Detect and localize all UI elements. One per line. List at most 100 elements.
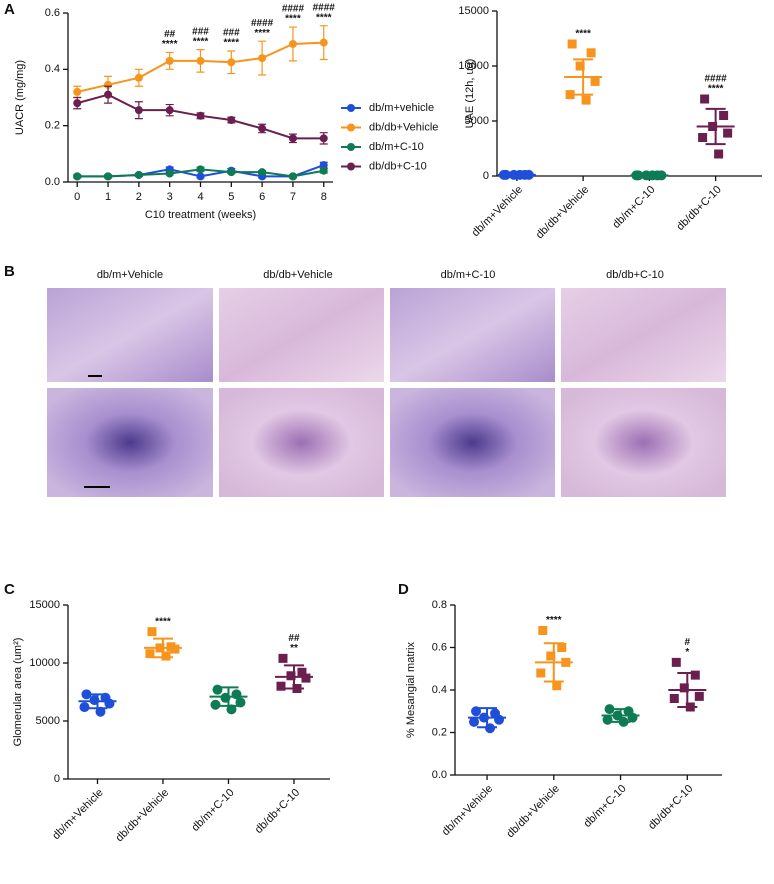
legend-swatch xyxy=(347,143,355,151)
sd-bar xyxy=(610,708,631,723)
annotation: **** xyxy=(285,14,301,25)
point xyxy=(319,134,328,143)
annotation: #### xyxy=(251,18,274,29)
point xyxy=(546,651,556,661)
point xyxy=(104,90,113,99)
x-tick-label: 2 xyxy=(136,191,142,203)
x-tick-label: db/db+Vehicle xyxy=(504,783,562,841)
x-tick-label: 5 xyxy=(228,191,234,203)
x-tick-label: db/m+C-10 xyxy=(189,787,236,834)
point xyxy=(698,133,708,142)
point xyxy=(538,626,548,635)
x-tick-label: db/db+Vehicle xyxy=(534,184,592,242)
point xyxy=(286,671,296,681)
sd-bar xyxy=(218,686,239,707)
y-tick-label: 5000 xyxy=(465,115,489,127)
point xyxy=(165,169,174,178)
point xyxy=(196,165,205,174)
point xyxy=(604,704,615,715)
x-tick-label: db/db+C-10 xyxy=(674,184,723,233)
y-tick-label: 15000 xyxy=(29,599,60,611)
legend-swatch xyxy=(347,162,355,171)
column-title: db/m+Vehicle xyxy=(97,269,163,281)
y-tick-label: 0.4 xyxy=(45,63,60,75)
annotation: # xyxy=(685,637,691,648)
point xyxy=(165,56,174,65)
panel-letter: D xyxy=(398,581,409,598)
point xyxy=(586,48,596,58)
y-tick-label: 0.4 xyxy=(432,684,447,696)
annotation: **** xyxy=(224,38,240,49)
x-tick-label: db/m+C-10 xyxy=(582,783,629,830)
point xyxy=(73,172,82,181)
y-tick-label: 10000 xyxy=(29,657,60,669)
y-tick-label: 5000 xyxy=(36,715,60,727)
point xyxy=(567,39,577,49)
annotation: **** xyxy=(155,616,171,627)
sd-bar xyxy=(705,107,726,146)
column-title: db/db+Vehicle xyxy=(263,269,332,281)
image xyxy=(561,288,726,382)
x-tick-label: db/db+Vehicle xyxy=(114,787,172,845)
x-tick-label: db/m+C-10 xyxy=(610,184,657,231)
point xyxy=(669,694,679,703)
point xyxy=(145,649,155,659)
y-tick-label: 0 xyxy=(54,773,60,785)
point xyxy=(210,699,221,710)
image xyxy=(561,388,726,497)
point xyxy=(288,134,297,143)
y-axis-label: Glomerular area (um²) xyxy=(12,638,24,747)
point xyxy=(81,689,92,700)
legend-label: db/m+C-10 xyxy=(369,141,424,153)
sd-bar xyxy=(573,58,594,96)
point xyxy=(590,76,600,86)
point xyxy=(288,172,297,181)
point xyxy=(714,149,724,159)
annotation: #### xyxy=(705,74,728,85)
point xyxy=(575,61,585,71)
y-tick-label: 0.0 xyxy=(432,769,447,781)
point xyxy=(602,714,613,725)
point xyxy=(671,657,681,667)
x-tick-label: 1 xyxy=(105,191,111,203)
legend-label: db/db+C-10 xyxy=(369,160,427,172)
y-tick-label: 0.8 xyxy=(432,599,447,611)
point xyxy=(196,111,205,120)
x-tick-label: 6 xyxy=(259,191,265,203)
point xyxy=(134,170,143,179)
x-tick-label: db/m+Vehicle xyxy=(50,787,105,842)
annotation: **** xyxy=(316,12,332,23)
annotation: **** xyxy=(708,84,724,95)
panel-letter: B xyxy=(4,263,15,280)
point xyxy=(212,684,223,695)
point xyxy=(258,54,267,63)
y-tick-label: 0.6 xyxy=(45,7,60,19)
legend-swatch xyxy=(347,123,355,132)
x-axis-label: C10 treatment (weeks) xyxy=(145,209,256,221)
y-axis-label: % Mesangial matrix xyxy=(405,642,417,738)
point xyxy=(147,627,157,637)
y-tick-label: 0 xyxy=(483,170,489,182)
point xyxy=(104,172,113,181)
image xyxy=(47,388,213,497)
y-tick-label: 0.0 xyxy=(45,176,60,188)
annotation: **** xyxy=(546,615,562,626)
annotation: ## xyxy=(288,633,300,644)
x-tick-label: 4 xyxy=(197,191,203,203)
annotation: **** xyxy=(575,29,591,40)
point xyxy=(469,716,480,727)
point xyxy=(557,643,567,652)
annotation: #### xyxy=(313,2,336,13)
x-tick-label: 0 xyxy=(74,191,80,203)
point xyxy=(196,56,205,65)
point xyxy=(581,95,591,105)
y-tick-label: 0.6 xyxy=(432,641,447,653)
point xyxy=(73,87,82,96)
point xyxy=(565,90,575,100)
point xyxy=(278,653,288,663)
point xyxy=(723,128,733,138)
sd-bar xyxy=(152,637,173,659)
x-tick-label: 3 xyxy=(167,191,173,203)
point xyxy=(161,651,171,661)
annotation: **** xyxy=(254,28,270,39)
